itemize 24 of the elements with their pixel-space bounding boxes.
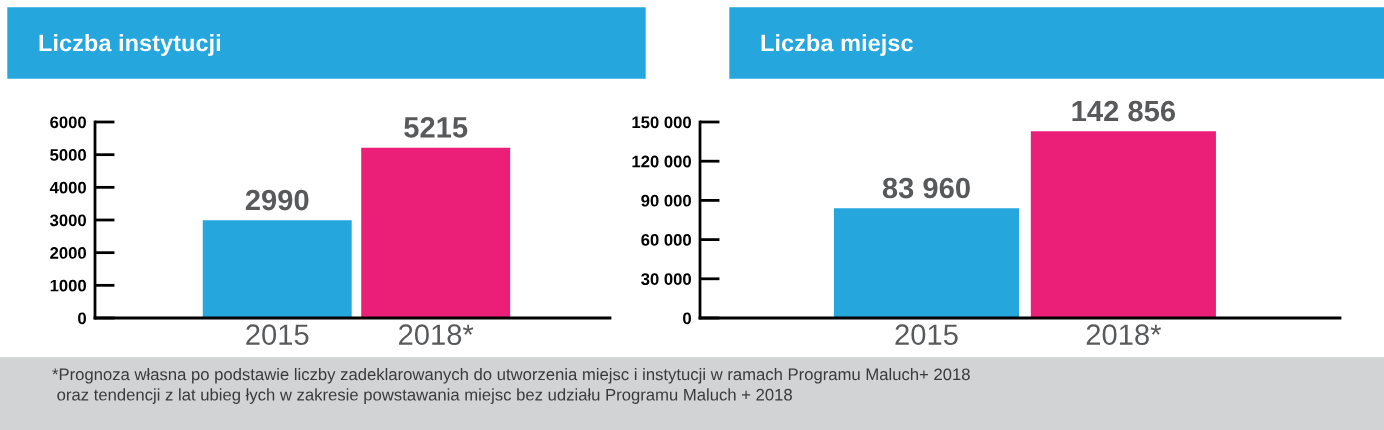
- data-label: 5215: [404, 117, 468, 138]
- y-tick-label: 90 000: [641, 194, 691, 207]
- x-tick-label: 2015: [895, 324, 958, 345]
- y-tick-label: 1000: [50, 279, 86, 292]
- y-tick-label: 0: [683, 312, 691, 325]
- chart-title: Liczba miejsc: [761, 34, 913, 56]
- y-tick-label: 6000: [50, 116, 86, 129]
- x-tick-label: 2018*: [1086, 324, 1162, 345]
- text: *Prognoza własna po podstawie liczby zadeklarowanych do utworzenia miejsc i instytucji w ramach Programu Maluch+ 2018 oraz tendencji z lat ubieg łych w zakresie powstawania miejsc bez udziału Programu Maluch + 2018: [52, 368, 970, 404]
- y-tick-label: 0: [78, 312, 86, 325]
- y-tick-label: 4000: [49, 181, 86, 194]
- y-tick-label: 30 000: [641, 273, 691, 286]
- y-tick-label: 5000: [50, 149, 86, 161]
- x-tick-label: 2018*: [399, 324, 474, 345]
- data-label: 142 856: [1072, 100, 1176, 122]
- y-tick-label: 3000: [49, 214, 86, 227]
- chart-title: Liczba instytucji: [39, 34, 221, 56]
- x-tick-label: 2015: [246, 324, 309, 345]
- y-tick-label: 150 000: [632, 116, 691, 129]
- data-label: 83 960: [882, 177, 970, 199]
- data-label: 2990: [245, 189, 309, 211]
- y-tick-label: 2000: [50, 247, 86, 259]
- y-tick-label: 120 000: [632, 155, 691, 168]
- y-tick-label: 60 000: [641, 234, 691, 246]
